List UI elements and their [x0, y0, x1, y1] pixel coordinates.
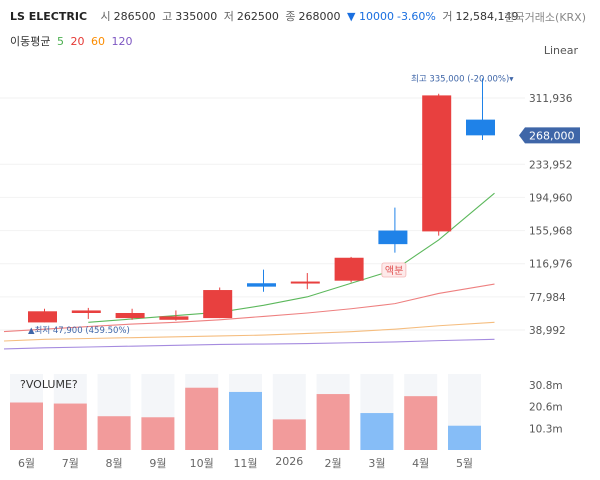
volume-bar — [10, 402, 43, 450]
y-tick-label: 155,968 — [529, 226, 572, 238]
volume-bar — [97, 416, 131, 450]
scale-toggle-button[interactable]: Linear — [544, 44, 578, 57]
x-tick-label: 6월 — [17, 457, 36, 470]
candle-body — [334, 257, 364, 281]
candle-body — [290, 281, 320, 284]
exchange-name: 한국거래소(KRX) — [504, 11, 586, 24]
current-price-label: 268,000 — [529, 129, 575, 142]
high-value: 335000 — [175, 10, 218, 23]
low-value: 262500 — [236, 10, 279, 23]
volume-bar — [404, 396, 438, 450]
candle-body — [115, 312, 145, 319]
x-tick-label: 2026 — [275, 455, 304, 468]
x-tick-label: 3월 — [368, 457, 386, 470]
max-price-annotation: 최고 335,000 (-20.00%)▾ — [411, 73, 514, 84]
candle-body — [466, 119, 495, 136]
x-tick-label: 10월 — [189, 457, 214, 470]
ma-legend-5: 5 — [56, 35, 64, 48]
scale-toggle-label: Linear — [543, 44, 578, 57]
volume-bar — [141, 417, 175, 450]
ma5-line — [88, 192, 495, 323]
volume-bar — [316, 394, 350, 450]
y-tick-label: 77,984 — [529, 292, 566, 304]
candle-body — [159, 316, 189, 320]
y-tick-label: 311,936 — [529, 93, 573, 105]
volume-bar — [360, 413, 394, 450]
x-tick-label: 11월 — [233, 457, 258, 470]
close-value: 268000 — [298, 10, 341, 23]
x-tick-label: 9월 — [149, 457, 167, 470]
open-label: 시 — [100, 10, 111, 23]
candle-body — [247, 283, 276, 287]
ticker-name[interactable]: LS ELECTRIC — [10, 10, 88, 23]
quote-summary: LS ELECTRIC 시 286500 고 335000 저 262500 종 268… — [10, 8, 522, 24]
volume-bar — [448, 425, 481, 450]
candle-body — [28, 311, 57, 323]
volume-value: 12,584,149 — [455, 10, 519, 23]
ma120-line — [3, 338, 495, 350]
candle-body — [71, 310, 101, 313]
close-label: 종 — [285, 10, 296, 23]
y-tick-label: 38,992 — [529, 325, 566, 337]
price-chart[interactable]: 311,936 233,952 194,960 155,968 116,976 77,98… — [0, 60, 600, 360]
x-axis: 6월 7월 8월 9월 10월 11월 2026 2월 3월 4월 5월 — [0, 450, 600, 480]
ma60-line — [3, 321, 495, 342]
volume-bar — [272, 419, 306, 450]
volume-tick-label: 30.8m — [529, 380, 563, 392]
low-label: 저 — [223, 10, 234, 23]
candle-body — [203, 290, 233, 319]
high-label: 고 — [162, 10, 173, 23]
x-tick-label: 2월 — [324, 457, 342, 470]
y-tick-label: 116,976 — [529, 259, 573, 271]
ma-legend-60: 60 — [90, 35, 105, 48]
volume-bar — [185, 387, 219, 450]
min-price-annotation: ▲최저 47,900 (459.50%) — [28, 325, 130, 336]
volume-chart-label: ?VOLUME? — [20, 378, 78, 391]
y-tick-label: 194,960 — [529, 192, 572, 204]
volume-bar — [53, 403, 87, 450]
candle-body — [378, 230, 408, 245]
volume-tick-label: 10.3m — [529, 423, 563, 435]
x-tick-label: 5월 — [455, 457, 474, 470]
ma-legend-20: 20 — [70, 35, 85, 48]
volume-chart[interactable]: 30.8m 20.6m 10.3m — [0, 370, 600, 452]
change-percent: -3.60% — [396, 10, 436, 23]
x-tick-label: 8월 — [105, 457, 123, 470]
candle-body — [422, 95, 452, 232]
event-marker-label: 액분 — [385, 265, 403, 277]
quote-header: LS ELECTRIC 시 286500 고 335000 저 262500 종 268… — [0, 0, 600, 30]
volume-tick-label: 20.6m — [529, 402, 563, 414]
moving-average-legend[interactable]: 이동평균 5 20 60 120 — [10, 33, 135, 49]
ma-legend-120: 120 — [111, 35, 133, 48]
volume-label: 거 — [442, 10, 453, 23]
x-tick-label: 7월 — [61, 457, 79, 470]
x-tick-label: 4월 — [412, 457, 430, 470]
y-tick-label: 233,952 — [529, 159, 572, 171]
ma20-line — [3, 283, 495, 333]
open-value: 286500 — [113, 10, 156, 23]
volume-bar — [229, 391, 262, 450]
current-price-badge — [519, 127, 580, 144]
ma-legend-title: 이동평균 — [10, 35, 51, 48]
event-marker-badge — [381, 262, 407, 278]
change-value: ▼ 10000 — [347, 10, 394, 23]
